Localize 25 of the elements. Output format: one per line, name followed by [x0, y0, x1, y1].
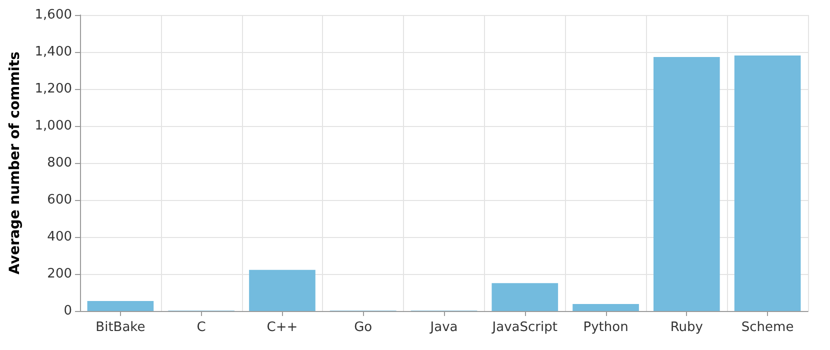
x-tick-label: BitBake	[96, 320, 146, 335]
y-tick-label: 0	[64, 304, 72, 318]
y-tick-label: 600	[47, 192, 72, 208]
y-tick-label: 200	[47, 266, 72, 282]
x-tick-label: Ruby	[670, 320, 704, 335]
x-tick-label: C	[196, 320, 206, 335]
x-tick-label: Scheme	[741, 320, 794, 335]
bar	[734, 56, 801, 311]
y-tick-label: 1,000	[34, 118, 72, 134]
x-tick-label: Python	[583, 320, 628, 335]
y-axis-title: Average number of commits	[7, 51, 23, 275]
bar	[492, 283, 558, 311]
y-tick-label: 1,600	[34, 8, 72, 22]
x-tick-label: C++	[266, 320, 298, 335]
bar	[572, 304, 639, 311]
y-tick-label: 1,200	[34, 82, 72, 96]
bar	[249, 270, 316, 311]
x-tick-label: Go	[354, 320, 372, 335]
x-tick-label: JavaScript	[491, 320, 558, 335]
y-tick-label: 1,400	[34, 44, 72, 60]
y-tick-label: 800	[47, 156, 72, 170]
y-tick-label: 400	[47, 230, 72, 244]
x-tick-label: Java	[429, 320, 458, 335]
bar	[654, 56, 720, 311]
bar	[87, 301, 154, 311]
